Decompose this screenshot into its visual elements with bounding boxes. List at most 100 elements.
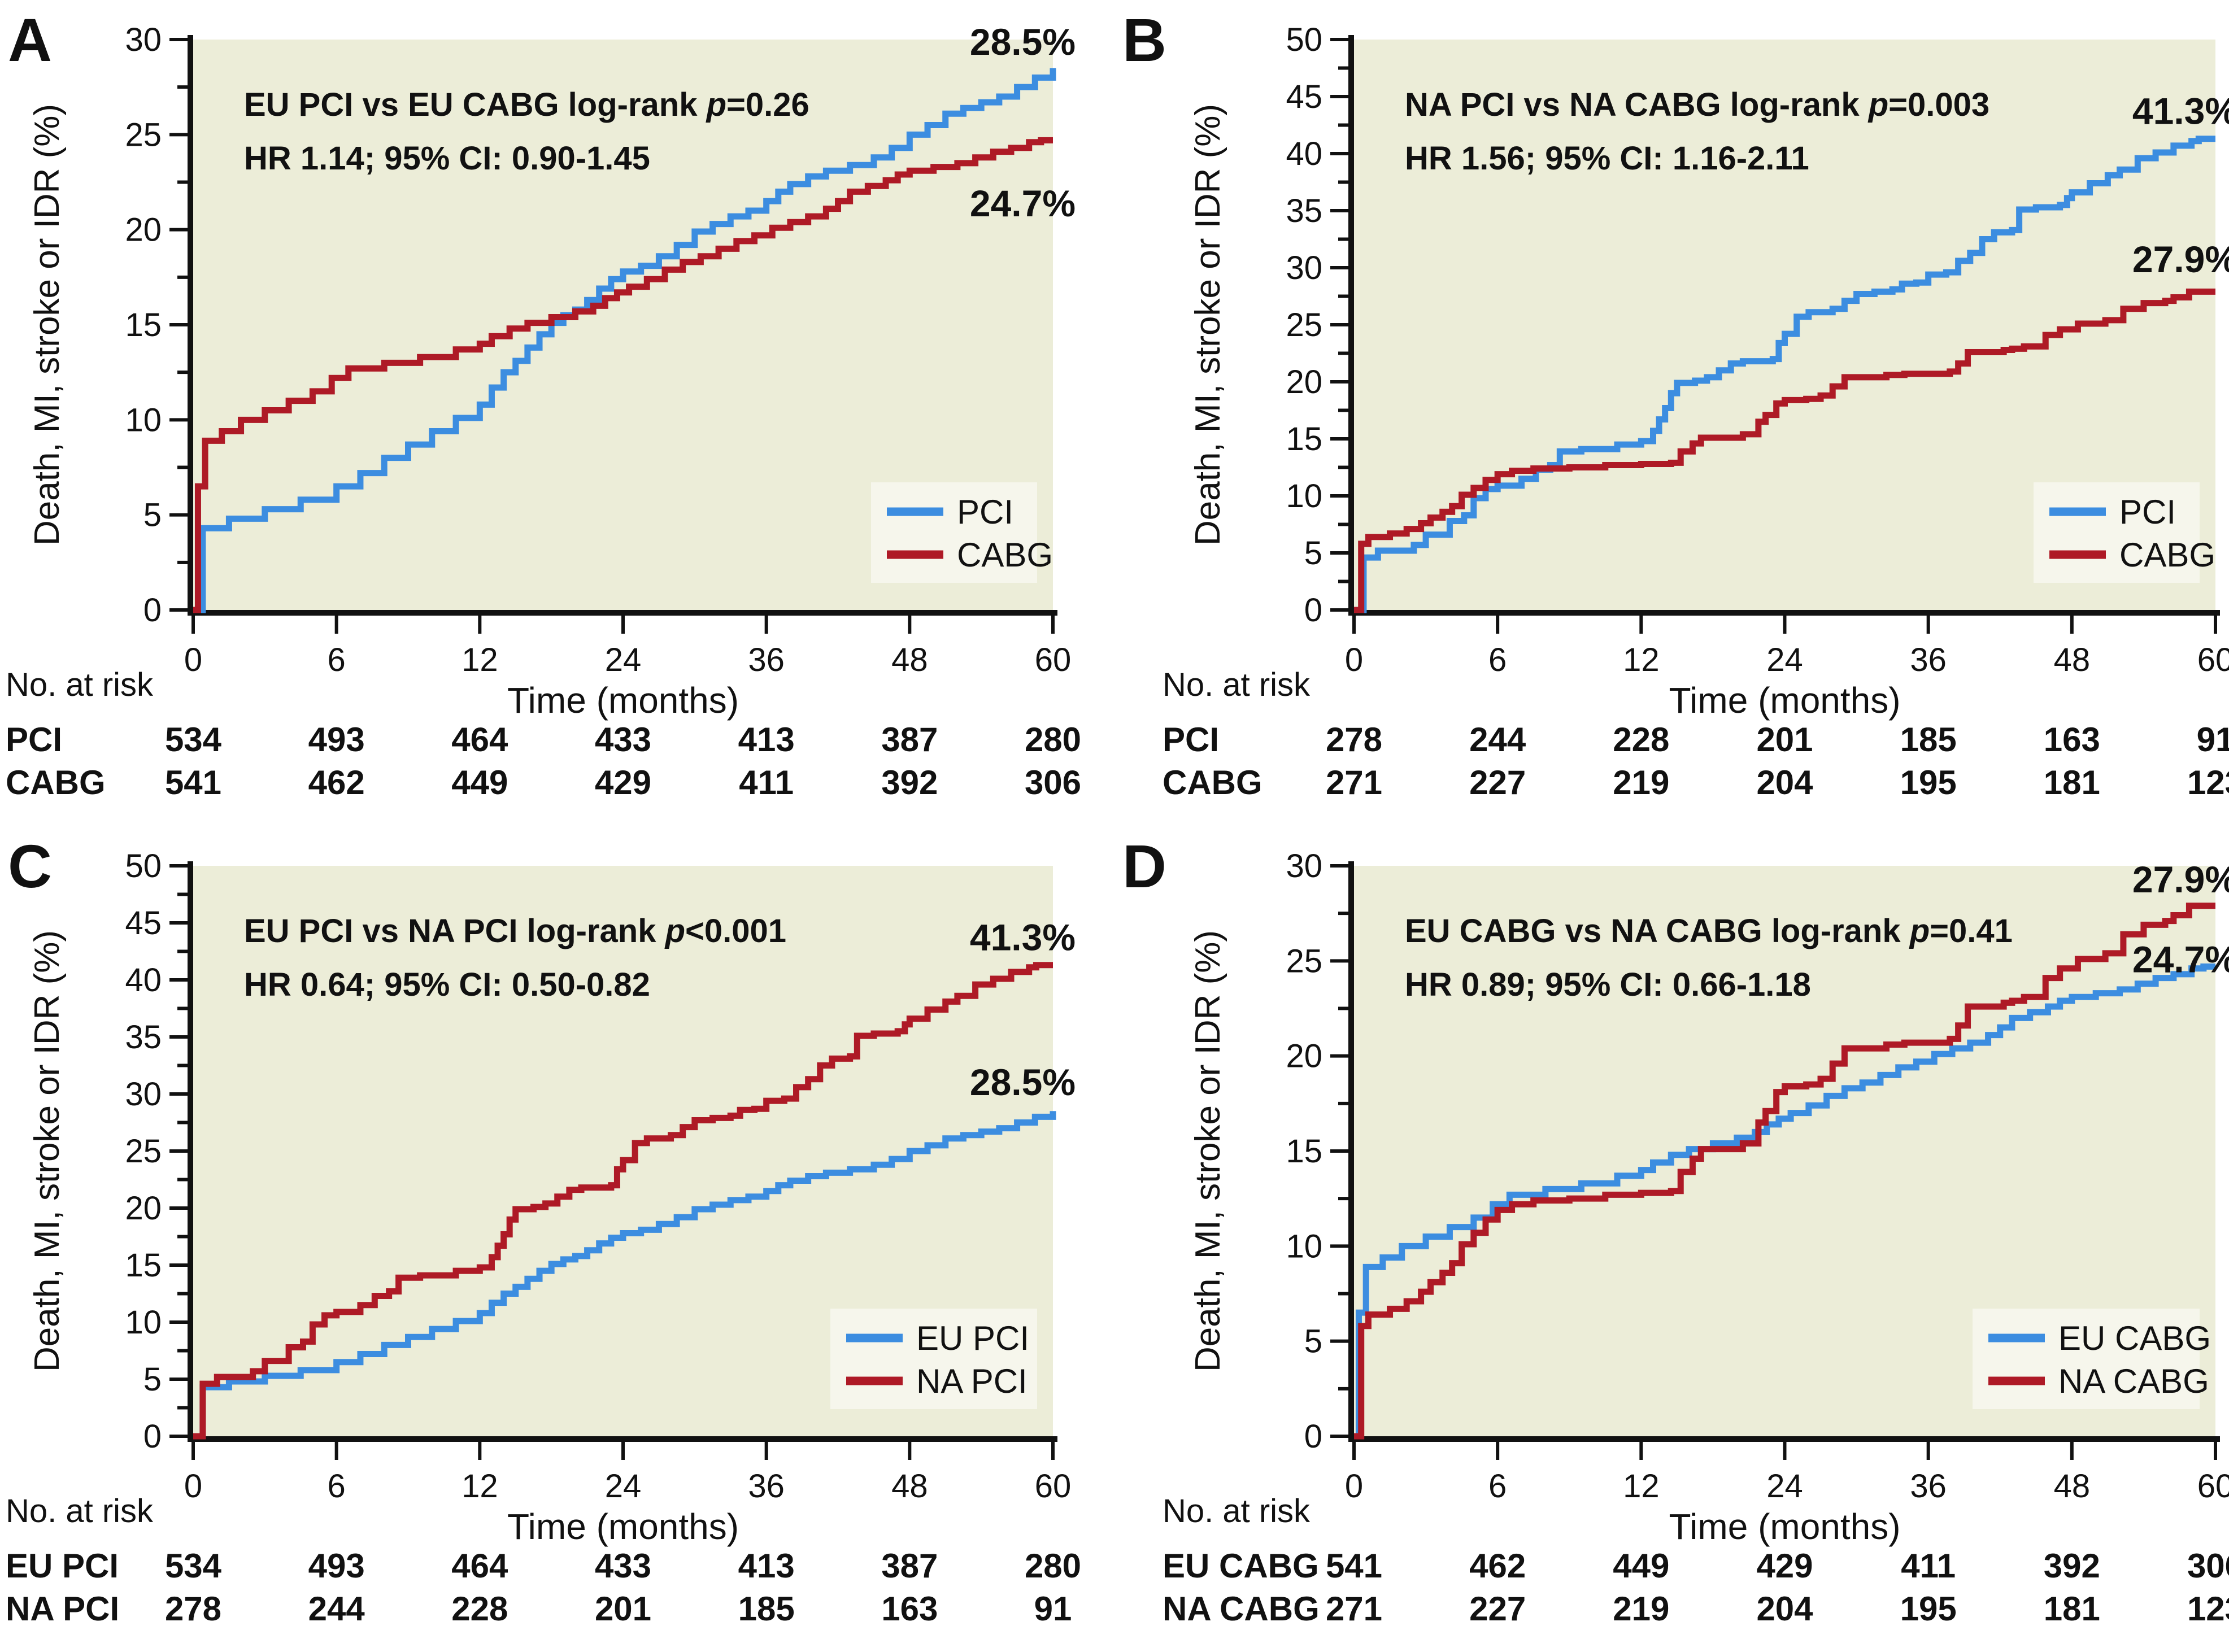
risk-count: 462 bbox=[1469, 1547, 1526, 1585]
endpoint-label: 24.7% bbox=[2132, 939, 2229, 980]
x-tick-label: 48 bbox=[2054, 1468, 2091, 1505]
x-tick-label: 48 bbox=[2054, 642, 2091, 678]
risk-table-title: No. at risk bbox=[6, 1493, 154, 1529]
endpoint-label: 27.9% bbox=[2132, 858, 2229, 900]
endpoint-label: 24.7% bbox=[970, 182, 1076, 224]
x-tick-label: 6 bbox=[1488, 1468, 1507, 1505]
x-tick-label: 48 bbox=[891, 1468, 928, 1505]
y-tick-label: 20 bbox=[1286, 364, 1322, 400]
km-curve-na_cabg bbox=[1354, 903, 2215, 1440]
risk-count: 534 bbox=[165, 721, 222, 759]
risk-count: 123 bbox=[2187, 1590, 2229, 1628]
y-tick-label: 15 bbox=[1286, 421, 1322, 457]
y-tick-label: 25 bbox=[125, 1133, 162, 1170]
risk-count: 387 bbox=[881, 721, 938, 759]
y-tick-label: 50 bbox=[125, 848, 162, 884]
panel-A: A 0 5 10 15 20 25 30 Death, MI, stroke or IDR (%… bbox=[6, 6, 1081, 801]
risk-row-label: NA PCI bbox=[6, 1590, 119, 1628]
risk-count: 280 bbox=[1025, 1547, 1081, 1585]
risk-count: 91 bbox=[1034, 1590, 1072, 1628]
km-curve-na_pci bbox=[193, 962, 1053, 1440]
y-tick-label: 40 bbox=[125, 962, 162, 999]
y-tick-label: 15 bbox=[125, 307, 162, 343]
x-tick-label: 60 bbox=[1035, 642, 1072, 678]
risk-count: 195 bbox=[1900, 1590, 1957, 1628]
y-tick-label: 5 bbox=[1304, 535, 1322, 572]
risk-count: 306 bbox=[1025, 764, 1081, 801]
y-axis-title: Death, MI, stroke or IDR (%) bbox=[28, 930, 67, 1372]
risk-count: 271 bbox=[1326, 1590, 1382, 1628]
km-curve-na_cabg bbox=[1354, 288, 2215, 613]
risk-count: 449 bbox=[1613, 1547, 1669, 1585]
legend-label: PCI bbox=[2119, 493, 2176, 531]
x-tick-label: 60 bbox=[2197, 642, 2229, 678]
y-axis-title: Death, MI, stroke or IDR (%) bbox=[1188, 104, 1227, 546]
endpoint-label: 28.5% bbox=[970, 1061, 1076, 1103]
risk-count: 185 bbox=[738, 1590, 795, 1628]
risk-count: 306 bbox=[2187, 1547, 2229, 1585]
risk-count: 392 bbox=[881, 764, 938, 801]
risk-count: 201 bbox=[1756, 721, 1813, 759]
risk-count: 433 bbox=[595, 1547, 651, 1585]
risk-count: 462 bbox=[308, 764, 365, 801]
risk-count: 541 bbox=[165, 764, 221, 801]
x-tick-label: 0 bbox=[1345, 1468, 1363, 1505]
legend-label: NA CABG bbox=[2058, 1362, 2209, 1400]
y-tick-label: 0 bbox=[143, 592, 162, 629]
panel-D: D 0 5 10 15 20 25 30 Death, MI, stroke or IDR (%… bbox=[1122, 832, 2229, 1628]
x-tick-label: 24 bbox=[1766, 1468, 1803, 1505]
x-tick-label: 24 bbox=[1766, 642, 1803, 678]
risk-count: 429 bbox=[1756, 1547, 1813, 1585]
annotation-line2: HR 0.64; 95% CI: 0.50-0.82 bbox=[244, 966, 650, 1003]
risk-count: 392 bbox=[2044, 1547, 2100, 1585]
risk-count: 387 bbox=[881, 1547, 938, 1585]
y-tick-label: 10 bbox=[125, 402, 162, 438]
x-tick-label: 24 bbox=[605, 642, 642, 678]
risk-row-label: PCI bbox=[1163, 721, 1219, 759]
panel-letter: C bbox=[8, 832, 52, 900]
risk-count: 449 bbox=[451, 764, 508, 801]
y-tick-label: 5 bbox=[1304, 1323, 1322, 1360]
legend-label: CABG bbox=[957, 536, 1053, 574]
x-tick-label: 0 bbox=[1345, 642, 1363, 678]
risk-count: 195 bbox=[1900, 764, 1957, 801]
risk-count: 271 bbox=[1326, 764, 1382, 801]
x-tick-label: 60 bbox=[1035, 1468, 1072, 1505]
y-tick-label: 0 bbox=[1304, 1418, 1322, 1455]
x-tick-label: 48 bbox=[891, 642, 928, 678]
annotation-line1: EU PCI vs NA PCI log-rank p<0.001 bbox=[244, 913, 786, 949]
y-tick-label: 20 bbox=[125, 1190, 162, 1227]
y-axis-title: Death, MI, stroke or IDR (%) bbox=[28, 104, 67, 546]
risk-row-label: PCI bbox=[6, 721, 62, 759]
risk-row-label: CABG bbox=[1163, 764, 1262, 801]
y-tick-label: 10 bbox=[1286, 478, 1322, 515]
x-tick-label: 12 bbox=[462, 1468, 498, 1505]
risk-count: 227 bbox=[1469, 1590, 1526, 1628]
y-tick-label: 30 bbox=[1286, 848, 1322, 884]
risk-count: 493 bbox=[308, 721, 365, 759]
endpoint-label: 41.3% bbox=[2132, 90, 2229, 132]
y-axis-title: Death, MI, stroke or IDR (%) bbox=[1188, 930, 1227, 1372]
legend-label: PCI bbox=[957, 493, 1013, 531]
risk-count: 204 bbox=[1756, 764, 1813, 801]
y-tick-label: 35 bbox=[125, 1019, 162, 1056]
risk-count: 429 bbox=[595, 764, 651, 801]
y-tick-label: 25 bbox=[1286, 307, 1322, 343]
risk-count: 123 bbox=[2187, 764, 2229, 801]
risk-count: 181 bbox=[2044, 764, 2100, 801]
risk-table-title: No. at risk bbox=[6, 666, 154, 703]
x-tick-label: 12 bbox=[1623, 1468, 1660, 1505]
km-curve-eu_pci bbox=[193, 68, 1056, 613]
panel-letter: B bbox=[1122, 6, 1166, 74]
x-tick-label: 6 bbox=[328, 642, 346, 678]
risk-row-label: EU PCI bbox=[6, 1547, 119, 1585]
y-tick-label: 30 bbox=[1286, 250, 1322, 286]
legend-label: EU CABG bbox=[2058, 1319, 2211, 1357]
risk-count: 163 bbox=[2044, 721, 2100, 759]
risk-count: 244 bbox=[308, 1590, 365, 1628]
y-tick-label: 5 bbox=[143, 497, 162, 534]
y-tick-label: 10 bbox=[1286, 1228, 1322, 1265]
x-tick-label: 6 bbox=[1488, 642, 1507, 678]
risk-count: 464 bbox=[451, 1547, 508, 1585]
